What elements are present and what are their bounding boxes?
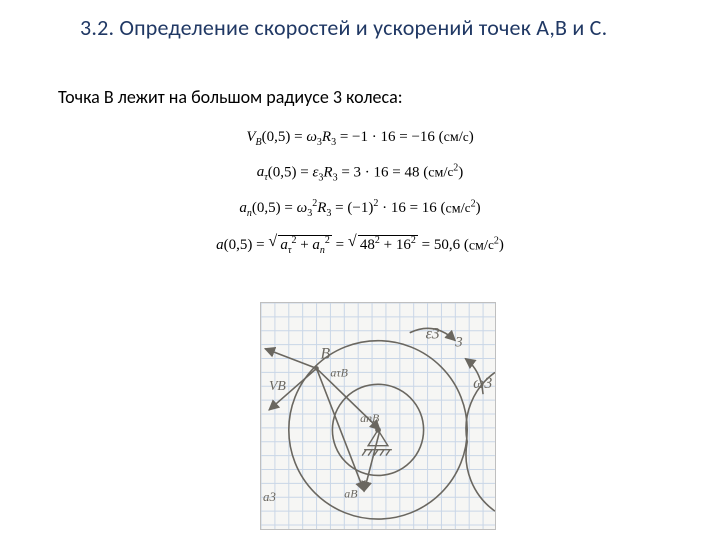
svg-text:a3: a3 bbox=[263, 490, 276, 504]
svg-text:ε3: ε3 bbox=[426, 326, 440, 343]
labels: B VB aτB anB aB ε3 3 ω3 a3 bbox=[263, 326, 492, 505]
t: 0,5 bbox=[257, 200, 276, 216]
body-text: Точка В лежит на большом радиусе 3 колес… bbox=[58, 86, 403, 108]
svg-text:ω3: ω3 bbox=[473, 375, 492, 392]
sub: τ bbox=[264, 172, 268, 183]
svg-text:3: 3 bbox=[454, 335, 462, 351]
sub: n bbox=[247, 208, 252, 219]
eq-an: an(0,5) = ω32R3 = (−1)2 · 16 = 16 (см/с2… bbox=[160, 199, 560, 219]
eq-vb: VB(0,5) = ω3R3 = −1 · 16 = −16 (см/с) bbox=[160, 130, 560, 148]
t: 0,5 bbox=[229, 237, 248, 253]
sym: a bbox=[239, 200, 247, 216]
sym: a bbox=[216, 237, 224, 253]
svg-text:aτB: aτB bbox=[330, 365, 347, 379]
eq-a: a(0,5) = aτ2 + an2 = 482 + 162 = 50,6 (с… bbox=[160, 235, 560, 256]
t: 0,5 bbox=[273, 164, 292, 180]
svg-text:anB: anB bbox=[360, 411, 379, 425]
kinematics-diagram: B VB aτB anB aB ε3 3 ω3 a3 bbox=[260, 302, 496, 530]
svg-text:VB: VB bbox=[269, 379, 286, 394]
eq-atau: aτ(0,5) = ε3R3 = 3 · 16 = 48 (см/с2) bbox=[160, 164, 560, 183]
t: 0,5 bbox=[267, 129, 286, 145]
svg-text:aB: aB bbox=[344, 486, 357, 500]
svg-text:B: B bbox=[321, 346, 331, 363]
equation-block: VB(0,5) = ω3R3 = −1 · 16 = −16 (см/с) aτ… bbox=[160, 120, 560, 272]
section-heading: 3.2. Определение скоростей и ускорений т… bbox=[80, 14, 607, 41]
sub: B bbox=[255, 137, 261, 148]
diagram-svg: B VB aτB anB aB ε3 3 ω3 a3 bbox=[261, 303, 495, 529]
val: 50,6 bbox=[434, 237, 460, 253]
